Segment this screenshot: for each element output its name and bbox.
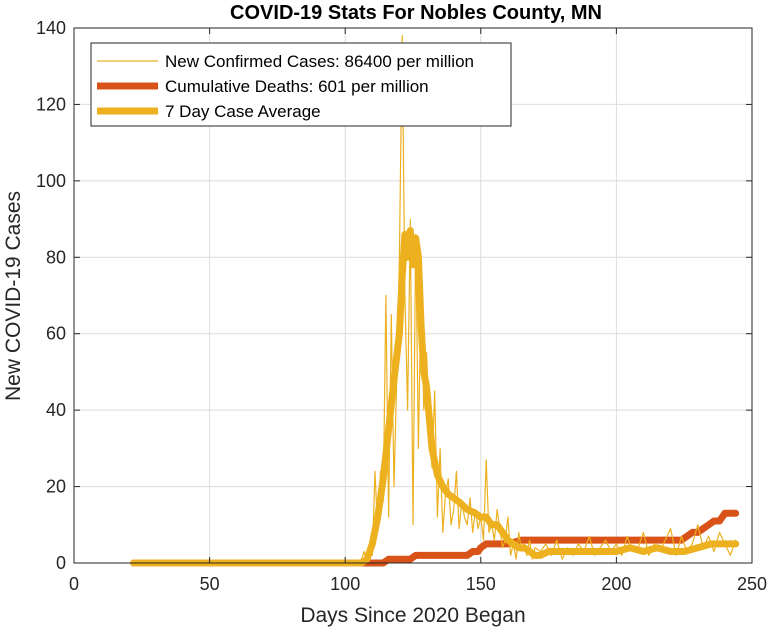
y-tick-label: 140 bbox=[36, 18, 66, 38]
series-layer bbox=[130, 34, 740, 567]
legend-box bbox=[90, 42, 512, 127]
y-tick-label: 40 bbox=[46, 400, 66, 420]
plot-frame bbox=[73, 27, 753, 564]
ticks-layer: 0 50 100 150 200 250 0 20 40 60 80 100 120 140 bbox=[36, 18, 767, 594]
y-tick-label: 60 bbox=[46, 324, 66, 344]
x-tick-label: 100 bbox=[330, 574, 360, 594]
legend-label-0: New Confirmed Cases: 86400 per million bbox=[165, 52, 474, 71]
y-tick-label: 0 bbox=[56, 553, 66, 573]
chart-title: COVID-19 Stats For Nobles County, MN bbox=[230, 2, 602, 24]
x-tick-label: 0 bbox=[69, 574, 79, 594]
legend: New Confirmed Cases: 86400 per million Cu… bbox=[90, 42, 512, 127]
legend-label-1: Cumulative Deaths: 601 per million bbox=[165, 77, 429, 96]
x-tick-label: 50 bbox=[200, 574, 220, 594]
y-tick-label: 80 bbox=[46, 247, 66, 267]
series-line-2 bbox=[130, 227, 740, 567]
y-tick-label: 120 bbox=[36, 94, 66, 114]
legend-label-2: 7 Day Case Average bbox=[165, 102, 321, 121]
series-line-0 bbox=[133, 34, 737, 564]
x-tick-label: 250 bbox=[737, 574, 767, 594]
x-axis-title: Days Since 2020 Began bbox=[300, 604, 525, 627]
x-tick-label: 150 bbox=[466, 574, 496, 594]
y-axis-title: New COVID-19 Cases bbox=[2, 191, 25, 401]
x-tick-label: 200 bbox=[601, 574, 631, 594]
y-tick-label: 20 bbox=[46, 477, 66, 497]
y-tick-label: 100 bbox=[36, 171, 66, 191]
